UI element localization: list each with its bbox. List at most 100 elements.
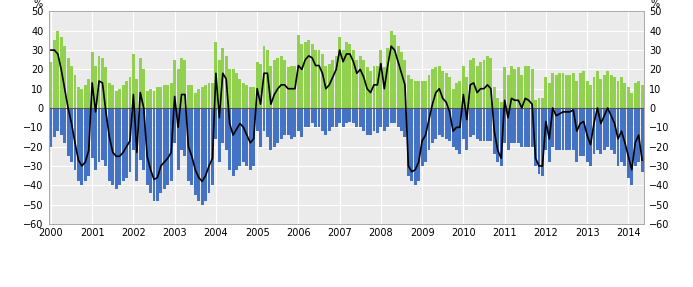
Bar [245, 108, 248, 166]
Bar [73, 75, 76, 108]
Bar [565, 75, 568, 108]
Bar [376, 65, 379, 108]
Bar [606, 108, 609, 147]
Bar [359, 108, 362, 127]
Bar [345, 108, 348, 123]
Bar [503, 67, 506, 108]
Bar [410, 79, 413, 108]
Bar [235, 108, 238, 170]
Bar [214, 42, 218, 108]
Text: %: % [651, 0, 660, 9]
Bar [389, 108, 393, 123]
Bar [84, 108, 87, 181]
Bar [231, 108, 234, 176]
Bar [163, 85, 166, 108]
Bar [617, 108, 620, 166]
Bar [362, 60, 365, 108]
Bar [283, 60, 286, 108]
Bar [575, 108, 578, 162]
Bar [438, 65, 441, 108]
Bar [135, 108, 139, 181]
Bar [125, 81, 128, 108]
Bar [310, 108, 314, 123]
Bar [91, 108, 94, 158]
Bar [493, 87, 495, 108]
Bar [489, 108, 492, 141]
Bar [514, 69, 516, 108]
Bar [565, 108, 568, 150]
Bar [520, 108, 523, 147]
Bar [49, 62, 53, 108]
Bar [218, 108, 221, 162]
Bar [53, 40, 56, 108]
Bar [572, 73, 574, 108]
Bar [482, 108, 485, 141]
Bar [142, 69, 145, 108]
Bar [558, 73, 561, 108]
Bar [403, 60, 406, 108]
Bar [603, 108, 606, 150]
Bar [548, 108, 551, 162]
Bar [208, 83, 211, 108]
Bar [87, 79, 90, 108]
Bar [277, 108, 279, 143]
Bar [108, 83, 111, 108]
Bar [445, 108, 448, 139]
Bar [586, 108, 588, 162]
Bar [558, 108, 561, 150]
Bar [304, 108, 307, 127]
Bar [465, 77, 468, 108]
Bar [204, 108, 207, 201]
Bar [225, 56, 228, 108]
Bar [606, 71, 609, 108]
Bar [486, 108, 489, 141]
Bar [414, 81, 416, 108]
Bar [208, 108, 211, 193]
Bar [70, 65, 73, 108]
Bar [56, 108, 59, 131]
Bar [256, 62, 258, 108]
Bar [67, 108, 69, 156]
Bar [417, 81, 420, 108]
Bar [637, 108, 640, 162]
Bar [531, 69, 534, 108]
Bar [631, 108, 633, 185]
Bar [283, 108, 286, 135]
Bar [277, 58, 279, 108]
Bar [287, 67, 290, 108]
Bar [455, 83, 458, 108]
Bar [307, 40, 310, 108]
Bar [637, 81, 640, 108]
Bar [146, 108, 148, 185]
Bar [545, 77, 547, 108]
Bar [551, 73, 554, 108]
Bar [338, 108, 341, 123]
Bar [627, 108, 630, 178]
Bar [221, 108, 225, 143]
Bar [424, 81, 427, 108]
Bar [201, 87, 204, 108]
Bar [139, 108, 142, 160]
Bar [128, 108, 132, 172]
Bar [568, 108, 571, 150]
Bar [152, 108, 155, 201]
Bar [307, 108, 310, 127]
Bar [572, 108, 574, 150]
Bar [91, 52, 94, 108]
Bar [500, 108, 502, 166]
Bar [56, 31, 59, 108]
Bar [593, 77, 595, 108]
Bar [568, 75, 571, 108]
Bar [414, 108, 416, 185]
Bar [352, 50, 355, 108]
Bar [173, 108, 176, 143]
Bar [376, 108, 379, 133]
Bar [342, 108, 344, 127]
Bar [101, 108, 104, 160]
Bar [49, 108, 53, 147]
Bar [640, 108, 644, 172]
Bar [369, 108, 372, 135]
Bar [359, 56, 362, 108]
Bar [593, 108, 595, 154]
Bar [379, 108, 383, 127]
